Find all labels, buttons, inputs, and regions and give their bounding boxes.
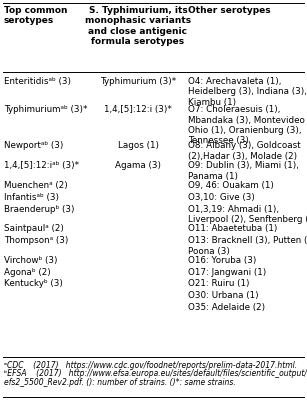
Text: ᵃCDC    (2017)   https://www.cdc.gov/foodnet/reports/prelim-data-2017.html.: ᵃCDC (2017) https://www.cdc.gov/foodnet/… xyxy=(4,361,297,370)
Text: Braenderupᵇ (3): Braenderupᵇ (3) xyxy=(4,204,75,214)
Text: 1,4,[5]:12:iᵃᵇ (3)*: 1,4,[5]:12:iᵃᵇ (3)* xyxy=(4,161,79,170)
Text: O7: Choleraesuis (1),
Mbandaka (3), Montevideo (3),
Ohio (1), Oranienburg (3),
T: O7: Choleraesuis (1), Mbandaka (3), Mont… xyxy=(188,105,307,145)
Text: Muenchenᵃ (2): Muenchenᵃ (2) xyxy=(4,181,68,190)
Text: Lagos (1): Lagos (1) xyxy=(118,141,158,150)
Text: O4: Arechavaleta (1),
Heidelberg (3), Indiana (3),
Kiambu (1): O4: Arechavaleta (1), Heidelberg (3), In… xyxy=(188,77,307,107)
Text: ᵇEFSA    (2017)   http://www.efsa.europa.eu/sites/default/files/scientific_outpu: ᵇEFSA (2017) http://www.efsa.europa.eu/s… xyxy=(4,370,307,378)
Text: Agama (3): Agama (3) xyxy=(115,161,161,170)
Text: Typhimuriumᵃᵇ (3)*: Typhimuriumᵃᵇ (3)* xyxy=(4,105,87,114)
Text: O3,10: Give (3): O3,10: Give (3) xyxy=(188,193,255,202)
Text: Infantisᵃᵇ (3): Infantisᵃᵇ (3) xyxy=(4,193,59,202)
Text: Enteritidisᵃᵇ (3): Enteritidisᵃᵇ (3) xyxy=(4,77,71,86)
Text: O11: Abaetetuba (1): O11: Abaetetuba (1) xyxy=(188,224,278,234)
Text: Top common
serotypes: Top common serotypes xyxy=(4,6,68,25)
Text: O16: Yoruba (3): O16: Yoruba (3) xyxy=(188,256,256,265)
Text: O21: Ruiru (1): O21: Ruiru (1) xyxy=(188,280,250,288)
Text: Virchowᵇ (3): Virchowᵇ (3) xyxy=(4,256,57,265)
Text: Agonaᵇ (2): Agonaᵇ (2) xyxy=(4,268,51,277)
Text: O35: Adelaide (2): O35: Adelaide (2) xyxy=(188,303,265,312)
Text: O9, 46: Ouakam (1): O9, 46: Ouakam (1) xyxy=(188,181,274,190)
Text: Typhimurium (3)*: Typhimurium (3)* xyxy=(100,77,176,86)
Text: efs2_5500_Rev2.pdf. (): number of strains. ()*: same strains.: efs2_5500_Rev2.pdf. (): number of strain… xyxy=(4,378,236,387)
Text: Other serotypes: Other serotypes xyxy=(188,6,271,15)
Text: O30: Urbana (1): O30: Urbana (1) xyxy=(188,291,258,300)
Text: Thompsonᵃ (3): Thompsonᵃ (3) xyxy=(4,236,68,245)
Text: Kentuckyᵇ (3): Kentuckyᵇ (3) xyxy=(4,280,63,288)
Text: Saintpaulᵃ (2): Saintpaulᵃ (2) xyxy=(4,224,64,234)
Text: Newportᵃᵇ (3): Newportᵃᵇ (3) xyxy=(4,141,63,150)
Text: O17: Jangwani (1): O17: Jangwani (1) xyxy=(188,268,266,277)
Text: O13: Bracknell (3), Putten (1),
Poona (3): O13: Bracknell (3), Putten (1), Poona (3… xyxy=(188,236,307,256)
Text: S. Typhimurium, its
monophasic variants
and close antigenic
formula serotypes: S. Typhimurium, its monophasic variants … xyxy=(85,6,191,46)
Text: O9: Dublin (3), Miami (1),
Panama (1): O9: Dublin (3), Miami (1), Panama (1) xyxy=(188,161,299,181)
Text: O1,3,19: Ahmadi (1),
Liverpool (2), Senftenberg (3): O1,3,19: Ahmadi (1), Liverpool (2), Senf… xyxy=(188,204,307,224)
Text: 1,4,[5]:12:i (3)*: 1,4,[5]:12:i (3)* xyxy=(104,105,172,114)
Text: O8: Albany (3), Goldcoast
(2),Hadar (3), Molade (2): O8: Albany (3), Goldcoast (2),Hadar (3),… xyxy=(188,141,301,161)
